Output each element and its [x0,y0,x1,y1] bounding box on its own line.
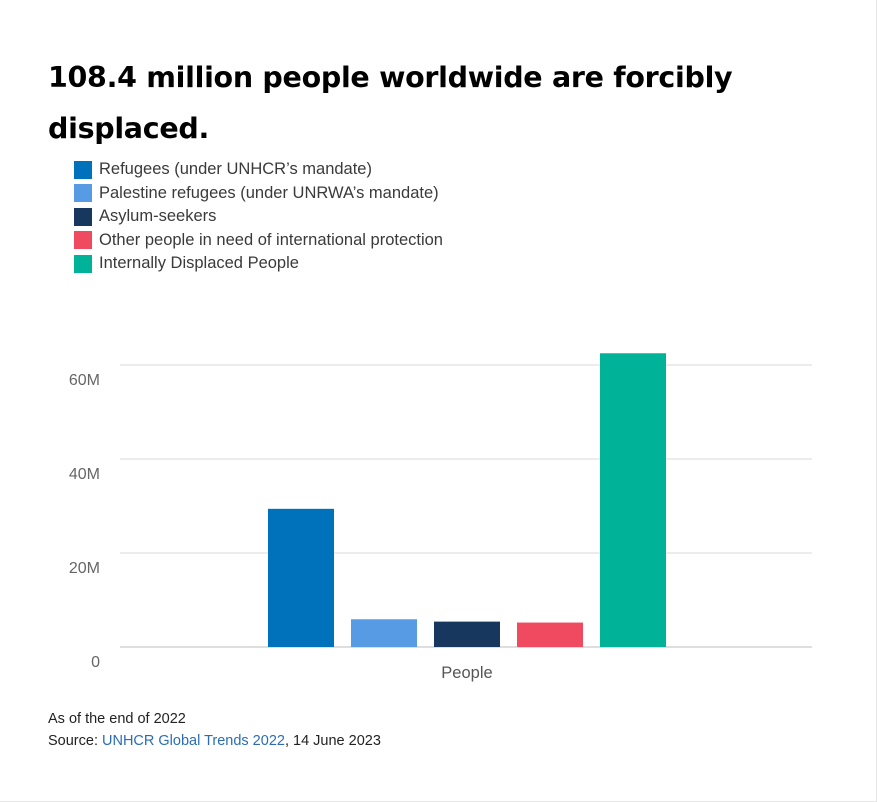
legend-label-asylum-seekers: Asylum-seekers [99,207,217,226]
footer: As of the end of 2022 Source: UNHCR Glob… [48,708,381,752]
legend-label-palestine-refugees: Palestine refugees (under UNRWA’s mandat… [99,183,439,202]
legend-swatch-refugees [74,160,92,179]
y-tick-label: 40M [69,466,100,483]
y-tick-label: 60M [69,372,100,389]
legend-label-idps: Internally Displaced People [99,254,299,273]
bar-asylum-seekers[interactable] [434,621,500,647]
y-tick-label: 0 [91,654,100,671]
footer-note: As of the end of 2022 [48,711,186,727]
y-tick-label: 20M [69,560,100,577]
legend-label-refugees: Refugees (under UNHCR’s mandate) [99,160,372,179]
source-suffix: , 14 June 2023 [284,733,381,749]
legend-label-other-protection: Other people in need of international pr… [99,230,443,249]
x-category-label: People [441,664,492,682]
bar-internally-displaced-people[interactable] [600,353,666,647]
legend-item-other-protection[interactable]: Other people in need of international pr… [74,229,443,253]
page-title: 108.4 million people worldwide are forci… [48,61,733,145]
source-link[interactable]: UNHCR Global Trends 2022 [102,733,285,749]
legend-swatch-other-protection [74,231,92,250]
legend-item-asylum-seekers[interactable]: Asylum-seekers [74,205,443,229]
legend-item-palestine-refugees[interactable]: Palestine refugees (under UNRWA’s mandat… [74,182,443,206]
footer-source: Source: UNHCR Global Trends 2022, 14 Jun… [48,730,381,752]
bar-palestine-refugees-under-unrwa-s-mandate[interactable] [351,619,417,647]
legend-swatch-idps [74,254,92,273]
bar-refugees-under-unhcr-s-mandate[interactable] [268,508,334,647]
bar-other-people-in-need-of-international-protection[interactable] [517,622,583,647]
legend-swatch-asylum-seekers [74,207,92,226]
source-prefix: Source: [48,733,102,749]
legend-item-idps[interactable]: Internally Displaced People [74,252,443,276]
legend-swatch-palestine-refugees [74,184,92,203]
bar-chart: 0 20M 40M 60M People [69,353,812,682]
legend-item-refugees[interactable]: Refugees (under UNHCR’s mandate) [74,158,443,182]
legend: Refugees (under UNHCR’s mandate) Palesti… [74,158,443,276]
